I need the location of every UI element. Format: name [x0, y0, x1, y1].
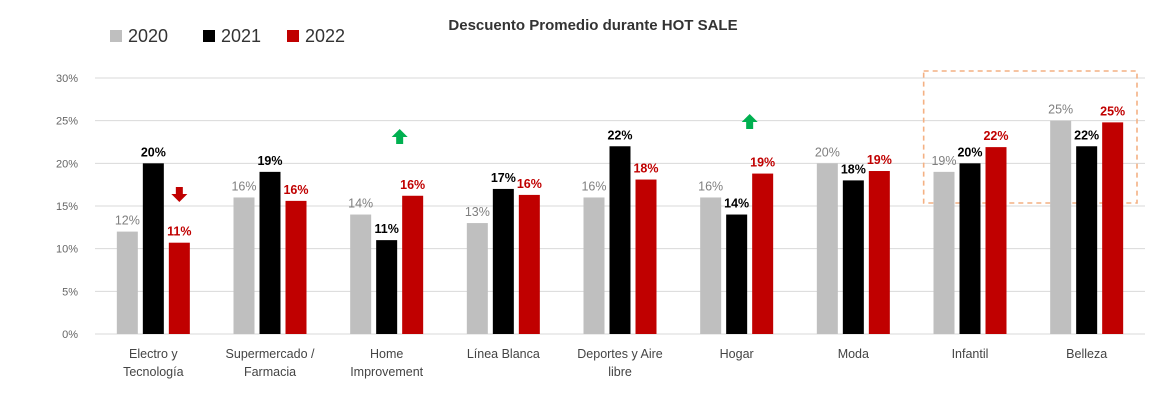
data-label: 19%: [750, 156, 775, 170]
bar-2022: [1102, 122, 1124, 334]
bar-2020: [816, 163, 838, 334]
arrow-up-icon: [741, 114, 758, 129]
highlight-box: [922, 70, 1138, 204]
data-label: 22%: [1074, 128, 1099, 142]
data-label: 16%: [581, 179, 606, 193]
annotation-arrows: [171, 114, 758, 202]
highlight-layer: [922, 70, 1138, 204]
bar-2020: [116, 231, 138, 334]
category-label: Home Improvement: [350, 347, 423, 379]
bar-2022: [402, 195, 424, 334]
category-label: Electro y Tecnología: [123, 347, 184, 379]
data-label: 20%: [141, 145, 166, 159]
bar-2022: [635, 179, 657, 334]
data-label: 14%: [348, 197, 373, 211]
bar-2022: [518, 194, 540, 334]
legend-label-2020: 2020: [128, 26, 168, 46]
bar-2022: [752, 173, 774, 334]
bar-2021: [376, 240, 398, 334]
y-tick-label: 20%: [56, 158, 78, 170]
arrow-up-icon: [391, 129, 408, 144]
bar-2021: [959, 163, 981, 334]
bar-2022: [285, 200, 307, 334]
category-label: Supermercado / Farmacia: [226, 347, 315, 379]
bar-2020: [233, 197, 255, 334]
legend-label-2022: 2022: [305, 26, 345, 46]
data-label: 22%: [607, 128, 632, 142]
data-label: 17%: [491, 171, 516, 185]
bar-2021: [1076, 146, 1098, 334]
data-label: 18%: [841, 162, 866, 176]
bar-2020: [1050, 120, 1072, 335]
data-label: 25%: [1100, 104, 1125, 118]
data-label: 18%: [633, 162, 658, 176]
y-tick-label: 25%: [56, 116, 78, 128]
category-label: Hogar: [720, 347, 754, 361]
legend-swatch-2021: [203, 30, 215, 42]
bar-2020: [700, 197, 722, 334]
y-tick-label: 15%: [56, 201, 78, 213]
data-label: 16%: [283, 183, 308, 197]
arrow-down-icon: [171, 187, 188, 202]
data-label: 22%: [983, 129, 1008, 143]
data-label: 11%: [167, 225, 191, 239]
category-label: Línea Blanca: [467, 347, 540, 361]
bar-2020: [466, 223, 488, 334]
category-label: Belleza: [1066, 347, 1107, 361]
y-tick-label: 10%: [56, 244, 78, 256]
category-label: Deportes y Aire libre: [577, 347, 663, 379]
bar-2020: [350, 214, 372, 334]
data-label: 16%: [517, 177, 542, 191]
legend-swatch-2020: [110, 30, 122, 42]
legend-label-2021: 2021: [221, 26, 261, 46]
y-tick-label: 0%: [62, 329, 78, 341]
data-label: 12%: [115, 214, 140, 228]
category-label: Moda: [838, 347, 869, 361]
data-label: 16%: [400, 178, 425, 192]
bar-2022: [985, 147, 1007, 334]
data-label: 16%: [231, 179, 256, 193]
category-label: Infantil: [952, 347, 989, 361]
data-label: 19%: [867, 153, 892, 167]
data-label: 20%: [957, 145, 982, 159]
legend-swatch-2022: [287, 30, 299, 42]
y-axis: 0% 5% 10% 15% 20% 25% 30%: [56, 73, 78, 341]
bar-2021: [726, 214, 748, 334]
bar-2020: [583, 197, 605, 334]
bar-2022: [168, 242, 190, 334]
bar-2020: [933, 171, 955, 334]
data-label: 19%: [931, 154, 956, 168]
bar-2021: [842, 180, 864, 334]
bars: [116, 120, 1124, 335]
bar-2021: [259, 171, 281, 334]
data-label: 13%: [465, 205, 490, 219]
bar-2021: [492, 188, 514, 334]
data-label: 11%: [374, 222, 398, 236]
data-label: 14%: [724, 197, 749, 211]
legend: 2020 2021 2022: [110, 26, 345, 46]
y-tick-label: 30%: [56, 73, 78, 85]
bar-2021: [609, 146, 631, 334]
data-label: 16%: [698, 179, 723, 193]
data-label: 25%: [1048, 103, 1073, 117]
y-tick-label: 5%: [62, 286, 78, 298]
bar-2022: [868, 171, 890, 334]
chart-title: Descuento Promedio durante HOT SALE: [448, 17, 737, 34]
data-labels: 12%16%14%13%16% 16%20%19%25%20%19%11%17%2…: [115, 103, 1125, 239]
data-label: 20%: [815, 145, 840, 159]
bar-2021: [142, 163, 164, 334]
x-axis: Electro y Tecnología Supermercado / Farmaci…: [123, 347, 1107, 379]
data-label: 19%: [257, 154, 282, 168]
